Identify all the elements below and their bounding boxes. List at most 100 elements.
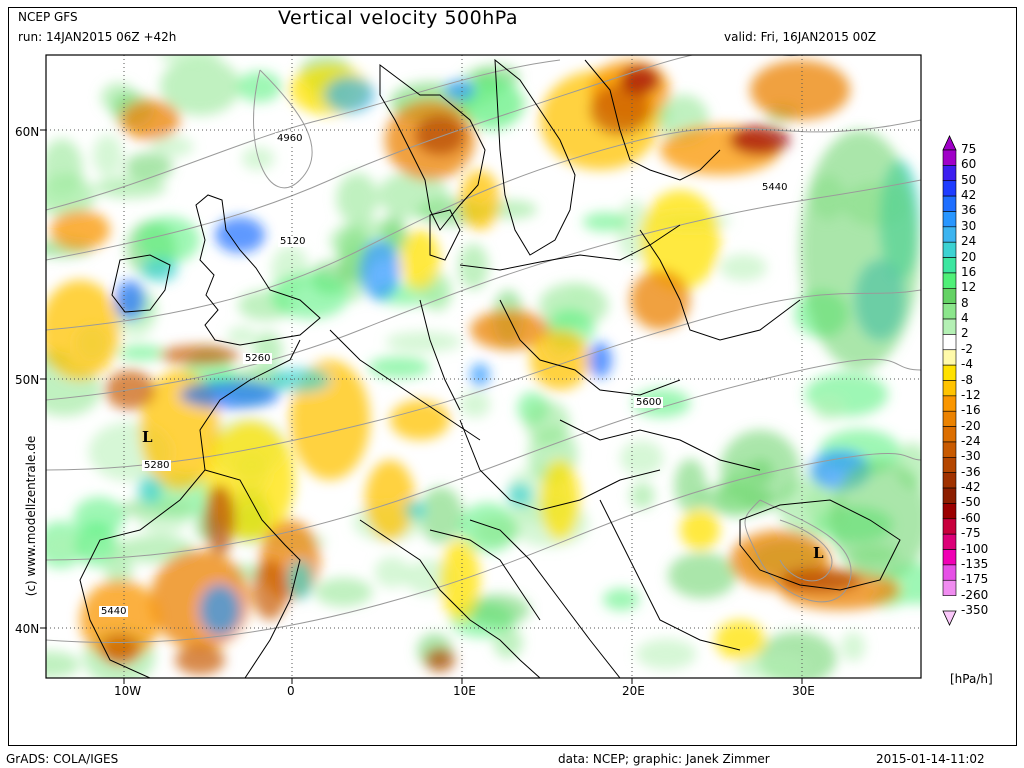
field-patch — [602, 588, 640, 611]
field-patch — [540, 460, 580, 540]
field-patch — [493, 626, 523, 659]
lon-label-0: 0 — [287, 684, 295, 698]
legend-swatch — [942, 410, 957, 427]
field-patch — [400, 230, 440, 290]
contour-label: 5280 — [142, 460, 172, 471]
legend-swatch — [942, 303, 957, 320]
field-patch — [104, 552, 133, 587]
legend-level-label: 30 — [961, 218, 977, 233]
field-patch — [590, 85, 650, 135]
image-frame — [8, 7, 1017, 746]
field-patch — [680, 510, 720, 550]
legend-swatch — [942, 426, 957, 443]
field-patch — [180, 381, 280, 409]
field-patch — [390, 400, 450, 440]
field-patch — [385, 331, 462, 353]
field-patch — [474, 516, 520, 546]
legend-level-label: 4 — [961, 311, 969, 326]
legend-swatch — [942, 226, 957, 243]
field-patch — [115, 280, 145, 320]
data-credit: data: NCEP; graphic: Janek Zimmer — [558, 752, 770, 766]
legend-level-label: 8 — [961, 295, 969, 310]
boundary-line — [429, 529, 541, 621]
legend-level-label: -2 — [961, 341, 973, 356]
field-patch — [175, 645, 225, 675]
legend-swatch — [942, 380, 957, 397]
field-patch — [160, 56, 241, 116]
watermark: (c) www.modellzentrale.de — [24, 435, 38, 597]
legend-level-label: -12 — [961, 387, 981, 402]
contour-label: 5600 — [634, 397, 664, 408]
map-border — [45, 54, 922, 679]
legend-level-label: 2 — [961, 326, 969, 341]
legend-level-label: -30 — [961, 449, 981, 464]
axis-ticks — [40, 129, 803, 684]
field-patch — [236, 71, 282, 103]
legend-swatch — [942, 518, 957, 535]
field-patch — [92, 134, 123, 177]
field-patch — [159, 55, 221, 66]
field-patch — [215, 217, 265, 253]
legend-swatch — [942, 533, 957, 550]
field-patch — [445, 80, 475, 100]
field-patch — [470, 310, 550, 350]
field-patch — [636, 638, 697, 670]
legend-level-label: 75 — [961, 142, 977, 156]
legend-level-label: -50 — [961, 495, 981, 510]
boundary-line — [329, 329, 481, 441]
field-patch — [620, 440, 664, 476]
isohypse — [46, 55, 801, 261]
legend-level-label: -8 — [961, 372, 973, 387]
field-patch — [270, 272, 349, 319]
contour-label: 5440 — [760, 182, 790, 193]
legend-swatch — [942, 564, 957, 581]
field-patch — [415, 115, 465, 155]
field-patch — [365, 460, 415, 540]
field-patch — [100, 635, 140, 665]
field-patch — [46, 651, 80, 678]
isohypse — [744, 499, 852, 603]
field-patch — [588, 342, 612, 378]
legend-level-label: -42 — [961, 480, 981, 495]
legend-swatch — [942, 334, 957, 351]
boundary-line — [359, 519, 541, 678]
field-patch — [137, 216, 200, 264]
legend-swatch — [942, 364, 957, 381]
field-patch — [715, 620, 765, 660]
lon-label-30e: 30E — [792, 684, 815, 698]
field-patch — [750, 60, 850, 120]
field-patch — [325, 77, 375, 113]
isohypse — [253, 69, 313, 189]
field-patch — [149, 136, 194, 158]
field-patch — [138, 476, 162, 504]
field-patch — [425, 648, 455, 672]
field-patch — [470, 363, 490, 387]
legend-swatch — [942, 549, 957, 566]
field-patch — [50, 210, 110, 250]
boundary-line — [111, 254, 171, 313]
lon-label-10w: 10W — [114, 684, 142, 698]
chart-title: Vertical velocity 500hPa — [278, 7, 519, 29]
field-patch — [530, 330, 590, 390]
legend-level-label: -4 — [961, 357, 973, 372]
field-patch — [719, 254, 768, 282]
field-patch — [730, 125, 790, 155]
lon-label-20e: 20E — [622, 684, 645, 698]
legend-swatch — [942, 395, 957, 412]
legend-level-label: 20 — [961, 249, 977, 264]
legend-level-label: -260 — [961, 587, 989, 602]
field-patch — [813, 397, 843, 421]
field-patch — [674, 458, 707, 513]
legend-swatch — [942, 211, 957, 228]
field-patch — [120, 100, 180, 140]
field-patch — [94, 176, 167, 199]
legend-level-label: 12 — [961, 280, 977, 295]
legend-swatch — [942, 318, 957, 335]
grads-credit: GrADS: COLA/IGES — [6, 752, 119, 766]
field-patch — [368, 356, 431, 379]
field-patch — [142, 258, 178, 282]
field-patch — [620, 65, 660, 95]
contour-label: 4960 — [275, 133, 305, 144]
isohypse — [46, 289, 921, 471]
field-patch — [418, 486, 464, 544]
